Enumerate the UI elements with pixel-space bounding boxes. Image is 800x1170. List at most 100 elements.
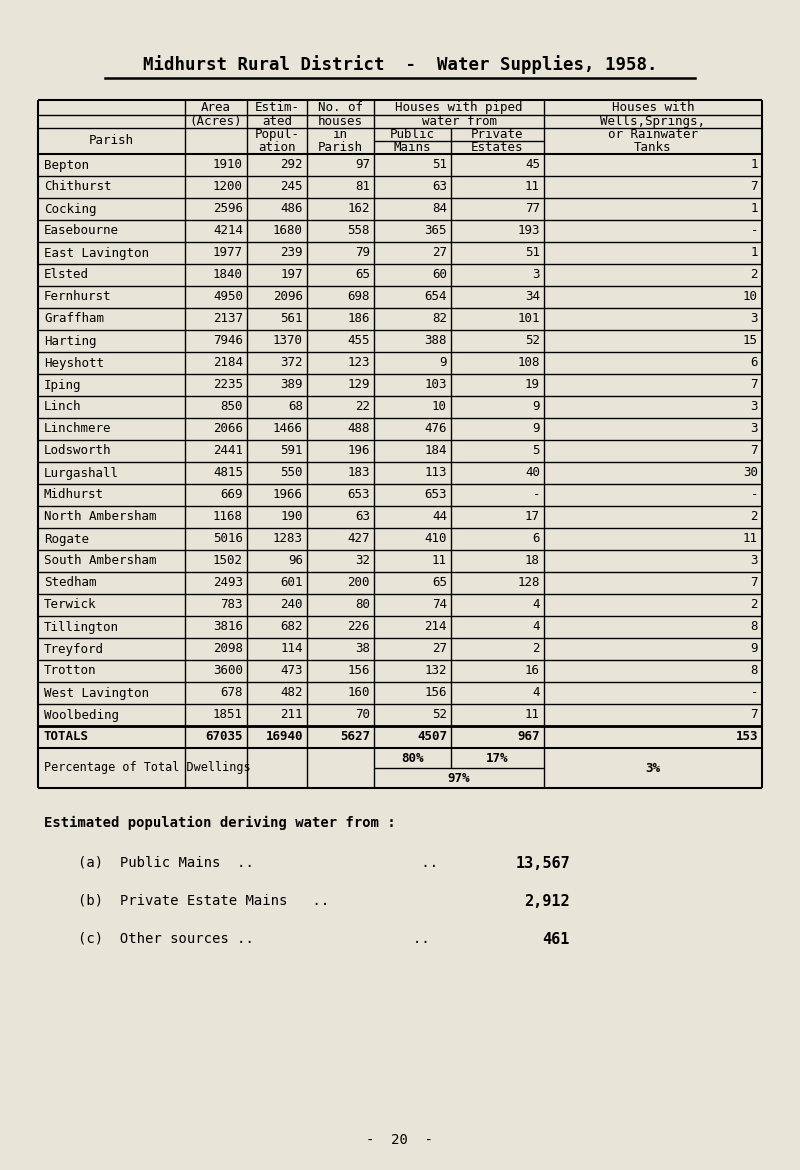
Text: 678: 678 bbox=[221, 687, 243, 700]
Text: 2184: 2184 bbox=[213, 357, 243, 370]
Text: 11: 11 bbox=[525, 709, 540, 722]
Text: 197: 197 bbox=[281, 268, 303, 282]
Text: 5627: 5627 bbox=[340, 730, 370, 743]
Text: 81: 81 bbox=[355, 180, 370, 193]
Text: Midhurst: Midhurst bbox=[44, 489, 104, 502]
Text: 211: 211 bbox=[281, 709, 303, 722]
Text: 60: 60 bbox=[432, 268, 447, 282]
Text: Midhurst Rural District  -  Water Supplies, 1958.: Midhurst Rural District - Water Supplies… bbox=[142, 55, 658, 75]
Text: 850: 850 bbox=[221, 400, 243, 413]
Text: 455: 455 bbox=[347, 335, 370, 347]
Text: No. of: No. of bbox=[318, 101, 363, 113]
Text: 2,912: 2,912 bbox=[524, 894, 570, 908]
Text: (Acres): (Acres) bbox=[190, 115, 242, 128]
Text: 1200: 1200 bbox=[213, 180, 243, 193]
Text: 591: 591 bbox=[281, 445, 303, 457]
Text: Estates: Estates bbox=[471, 142, 524, 154]
Text: Stedham: Stedham bbox=[44, 577, 97, 590]
Text: 6: 6 bbox=[750, 357, 758, 370]
Text: 16940: 16940 bbox=[266, 730, 303, 743]
Text: 653: 653 bbox=[425, 489, 447, 502]
Text: 11: 11 bbox=[525, 180, 540, 193]
Text: 70: 70 bbox=[355, 709, 370, 722]
Text: 3816: 3816 bbox=[213, 620, 243, 633]
Text: 488: 488 bbox=[347, 422, 370, 435]
Text: 200: 200 bbox=[347, 577, 370, 590]
Text: Fernhurst: Fernhurst bbox=[44, 290, 111, 303]
Text: 2096: 2096 bbox=[273, 290, 303, 303]
Text: 2066: 2066 bbox=[213, 422, 243, 435]
Text: 190: 190 bbox=[281, 510, 303, 523]
Text: 6: 6 bbox=[533, 532, 540, 545]
Text: Houses with piped: Houses with piped bbox=[395, 101, 522, 113]
Text: 5016: 5016 bbox=[213, 532, 243, 545]
Text: 4: 4 bbox=[533, 599, 540, 612]
Text: 7946: 7946 bbox=[213, 335, 243, 347]
Text: 5: 5 bbox=[533, 445, 540, 457]
Text: 156: 156 bbox=[347, 665, 370, 677]
Text: 79: 79 bbox=[355, 247, 370, 260]
Text: Harting: Harting bbox=[44, 335, 97, 347]
Text: 8: 8 bbox=[750, 665, 758, 677]
Text: 1466: 1466 bbox=[273, 422, 303, 435]
Text: 196: 196 bbox=[347, 445, 370, 457]
Text: 51: 51 bbox=[525, 247, 540, 260]
Text: 132: 132 bbox=[425, 665, 447, 677]
Text: 1840: 1840 bbox=[213, 268, 243, 282]
Text: South Ambersham: South Ambersham bbox=[44, 555, 157, 567]
Text: 129: 129 bbox=[347, 379, 370, 392]
Text: Woolbeding: Woolbeding bbox=[44, 709, 119, 722]
Text: 372: 372 bbox=[281, 357, 303, 370]
Text: 44: 44 bbox=[432, 510, 447, 523]
Text: 101: 101 bbox=[518, 312, 540, 325]
Text: Parish: Parish bbox=[318, 142, 363, 154]
Text: 967: 967 bbox=[518, 730, 540, 743]
Text: 17%: 17% bbox=[486, 751, 509, 764]
Text: 160: 160 bbox=[347, 687, 370, 700]
Text: Mains: Mains bbox=[394, 142, 431, 154]
Text: 2596: 2596 bbox=[213, 202, 243, 215]
Text: 561: 561 bbox=[281, 312, 303, 325]
Text: 245: 245 bbox=[281, 180, 303, 193]
Text: 114: 114 bbox=[281, 642, 303, 655]
Text: 4214: 4214 bbox=[213, 225, 243, 238]
Text: 184: 184 bbox=[425, 445, 447, 457]
Text: 2: 2 bbox=[750, 268, 758, 282]
Text: 698: 698 bbox=[347, 290, 370, 303]
Text: TOTALS: TOTALS bbox=[44, 730, 89, 743]
Text: 65: 65 bbox=[355, 268, 370, 282]
Text: 1977: 1977 bbox=[213, 247, 243, 260]
Text: 7: 7 bbox=[750, 379, 758, 392]
Text: Estimated population deriving water from :: Estimated population deriving water from… bbox=[44, 815, 396, 830]
Text: 4: 4 bbox=[533, 620, 540, 633]
Text: 226: 226 bbox=[347, 620, 370, 633]
Text: 162: 162 bbox=[347, 202, 370, 215]
Text: 2: 2 bbox=[533, 642, 540, 655]
Text: 97%: 97% bbox=[448, 771, 470, 785]
Text: 7: 7 bbox=[750, 577, 758, 590]
Text: West Lavington: West Lavington bbox=[44, 687, 149, 700]
Text: -: - bbox=[750, 687, 758, 700]
Text: 3: 3 bbox=[533, 268, 540, 282]
Text: 63: 63 bbox=[432, 180, 447, 193]
Text: Terwick: Terwick bbox=[44, 599, 97, 612]
Text: houses: houses bbox=[318, 115, 363, 128]
Text: 410: 410 bbox=[425, 532, 447, 545]
Text: 682: 682 bbox=[281, 620, 303, 633]
Text: 4950: 4950 bbox=[213, 290, 243, 303]
Text: 27: 27 bbox=[432, 247, 447, 260]
Text: (c)  Other sources ..                   ..: (c) Other sources .. .. bbox=[78, 932, 430, 947]
Text: 13,567: 13,567 bbox=[515, 855, 570, 870]
Text: ation: ation bbox=[258, 142, 296, 154]
Text: 96: 96 bbox=[288, 555, 303, 567]
Text: 9: 9 bbox=[750, 642, 758, 655]
Text: 186: 186 bbox=[347, 312, 370, 325]
Text: Percentage of Total Dwellings: Percentage of Total Dwellings bbox=[44, 762, 250, 775]
Text: 3: 3 bbox=[750, 555, 758, 567]
Text: 240: 240 bbox=[281, 599, 303, 612]
Text: 128: 128 bbox=[518, 577, 540, 590]
Text: 558: 558 bbox=[347, 225, 370, 238]
Text: 38: 38 bbox=[355, 642, 370, 655]
Text: 82: 82 bbox=[432, 312, 447, 325]
Text: 9: 9 bbox=[533, 422, 540, 435]
